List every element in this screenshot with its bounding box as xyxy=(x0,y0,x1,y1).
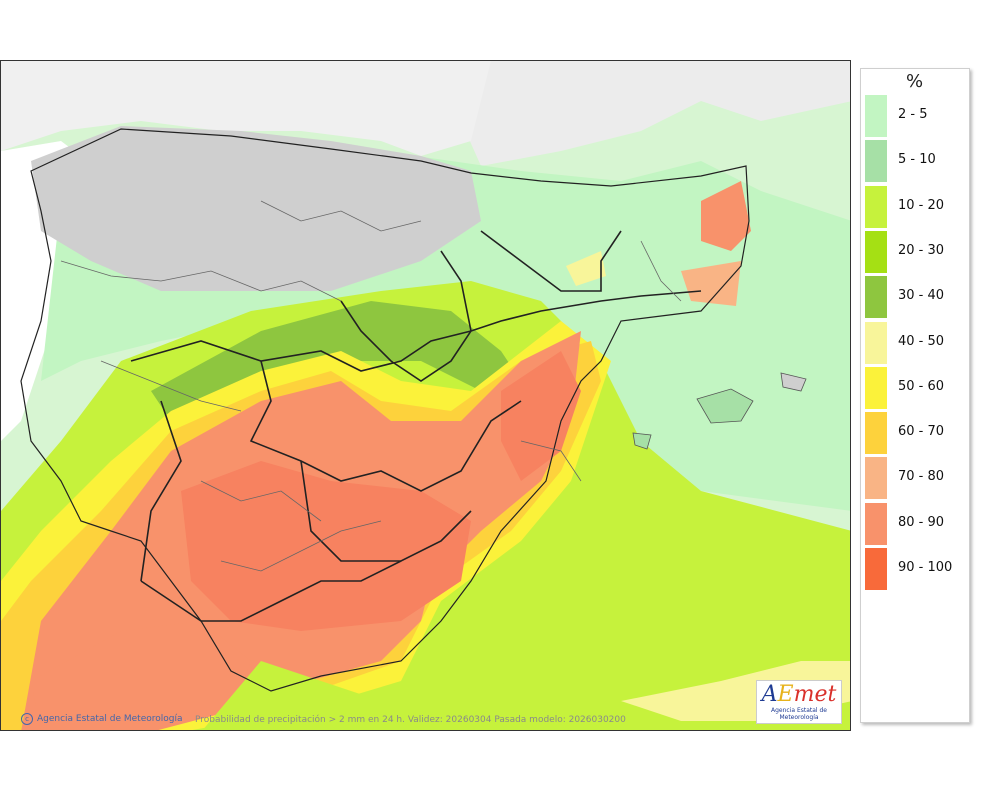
regional-borders xyxy=(130,230,702,622)
aemet-logo: AEmet Agencia Estatal de Meteorología xyxy=(756,680,842,724)
legend-label: 60 - 70 xyxy=(898,424,945,440)
legend-swatch xyxy=(865,185,887,228)
legend-panel: % 2 - 5 5 - 10 10 - 20 20 - 30 30 - 40 40 - 5… xyxy=(860,68,970,723)
legend-swatch xyxy=(865,321,887,364)
legend-swatch xyxy=(865,276,887,319)
north-relief xyxy=(31,126,481,291)
legend-label: 90 - 100 xyxy=(898,560,953,575)
zone-90-100-east xyxy=(501,351,581,481)
legend-swatch xyxy=(865,230,887,273)
legend-label: 50 - 60 xyxy=(898,378,945,394)
legend-swatch xyxy=(865,95,887,137)
legend-swatch xyxy=(865,140,887,183)
legend-swatch xyxy=(865,548,887,590)
provincial-borders xyxy=(60,200,682,572)
atlantic-sw-zone xyxy=(31,621,251,730)
legend-label: 40 - 50 xyxy=(898,333,945,349)
legend-label: 2 - 5 xyxy=(898,107,928,122)
catalonia-cell-south xyxy=(681,261,741,306)
map-caption: Probabilidad de precipitación > 2 mm en … xyxy=(195,715,626,725)
france-land xyxy=(301,61,850,166)
legend-label: 5 - 10 xyxy=(898,152,936,168)
legend-unit: % xyxy=(906,71,924,92)
menorca xyxy=(780,372,807,392)
legend-label: 30 - 40 xyxy=(898,288,945,304)
legend-swatch xyxy=(865,366,887,409)
credit: c Agencia Estatal de Meteorología xyxy=(21,713,183,725)
legend-label: 80 - 90 xyxy=(898,514,945,530)
legend-label: 70 - 80 xyxy=(898,469,945,485)
legend-label: 10 - 20 xyxy=(898,197,945,213)
legend-swatch xyxy=(865,457,887,500)
precipitation-map xyxy=(1,61,850,730)
legend-swatch xyxy=(865,412,887,455)
aemet-logo-subtitle: Agencia Estatal de Meteorología xyxy=(770,707,827,721)
mallorca xyxy=(696,388,754,424)
aragon-cell xyxy=(566,251,606,286)
peninsula-coastline xyxy=(20,128,750,692)
ibiza xyxy=(632,432,652,450)
legend-label: 20 - 30 xyxy=(898,242,945,258)
copyright-icon: c xyxy=(21,713,33,725)
catalonia-cell-north xyxy=(701,181,751,251)
legend-swatch xyxy=(865,502,887,545)
aemet-logo-mark: AEmet xyxy=(761,682,837,707)
map-panel: c Agencia Estatal de Meteorología Probabi… xyxy=(0,60,851,731)
atlantic-area xyxy=(1,61,491,156)
credit-text: Agencia Estatal de Meteorología xyxy=(37,714,183,724)
